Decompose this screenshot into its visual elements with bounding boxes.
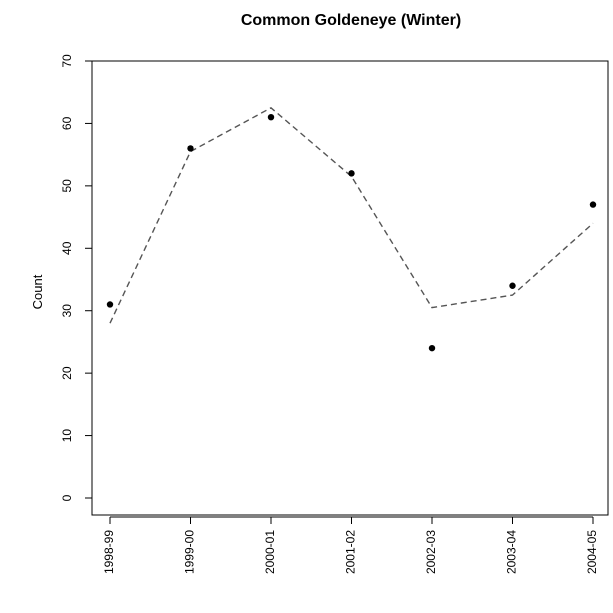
y-tick-label: 40 [60,241,74,255]
x-tick-label: 2002-03 [424,530,438,574]
x-tick-label: 2001-02 [344,530,358,574]
x-tick-label: 2000-01 [263,530,277,574]
y-tick-label: 20 [60,366,74,380]
data-point [187,145,194,152]
trend-line [109,106,594,324]
data-point [509,282,516,289]
y-axis-label: Count [30,274,45,309]
x-tick-label: 1998-99 [102,530,116,574]
data-point [267,113,275,121]
y-tick-label: 10 [60,429,74,443]
x-axis: 1998-99 1999-00 2000-01 2001-02 2002-03 2003-… [102,516,599,574]
series-layer [106,106,597,352]
data-point [428,344,436,352]
data-point [589,201,597,208]
y-tick-label: 30 [60,304,74,318]
data-point [348,170,355,177]
y-tick-label: 0 [60,494,74,501]
data-point [106,301,114,308]
chart-title: Common Goldeneye (Winter) [241,12,461,29]
x-tick-label: 2003-04 [505,530,519,574]
y-tick-label: 60 [60,116,74,130]
x-tick-label: 1999-00 [183,530,197,574]
y-axis: 0 10 20 30 40 50 60 70 [60,54,93,501]
y-tick-label: 50 [60,179,74,193]
y-tick-label: 70 [60,54,74,68]
x-tick-label: 2004-05 [585,530,599,574]
